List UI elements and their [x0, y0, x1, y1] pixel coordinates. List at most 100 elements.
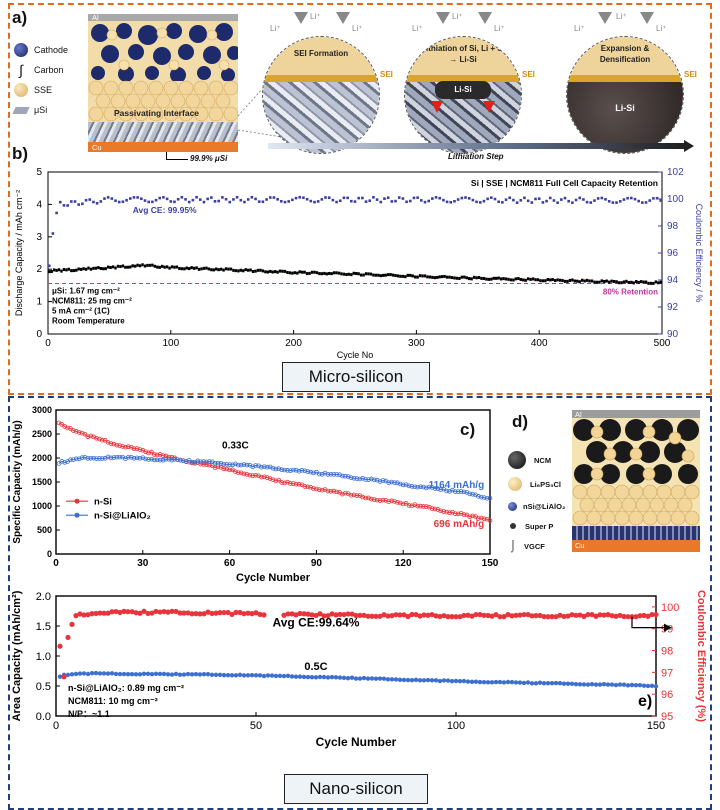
- retention-label: 80% Retention: [603, 287, 658, 296]
- ce-point: [560, 198, 563, 201]
- ce-point: [445, 614, 451, 620]
- ce-point: [117, 200, 121, 204]
- series-point: [212, 465, 218, 471]
- capacity-point: [151, 263, 154, 267]
- ce-point: [81, 202, 84, 206]
- series-point: [302, 484, 308, 489]
- area-capacity-point: [641, 683, 647, 688]
- ce-point: [158, 196, 162, 200]
- ce-point: [88, 198, 92, 201]
- series-point: [143, 456, 148, 462]
- series-point: [438, 508, 444, 514]
- capacity-point: [448, 275, 451, 279]
- ce-point: [198, 198, 202, 201]
- capacity-point: [342, 272, 346, 276]
- area-capacity-point: [417, 678, 423, 683]
- area-capacity-point: [133, 672, 139, 677]
- series-point: [134, 455, 140, 461]
- capacity-point: [111, 265, 115, 269]
- y2-tick-label: 96: [661, 689, 673, 701]
- capacity-point: [116, 264, 120, 268]
- y2-tick-label: 95: [661, 711, 673, 723]
- area-capacity-point: [537, 680, 543, 685]
- capacity-point: [431, 275, 434, 279]
- ce-point: [375, 198, 379, 201]
- ce-point: [453, 614, 459, 620]
- series-point: [85, 456, 91, 461]
- li-plus-label: Li⁺: [616, 12, 627, 21]
- ce-point: [97, 610, 103, 616]
- ce-point: [217, 610, 223, 616]
- series-point: [288, 468, 293, 473]
- series-point: [235, 462, 241, 468]
- capacity-point: [94, 266, 98, 270]
- ce-point: [401, 197, 405, 200]
- ce-point: [287, 200, 290, 203]
- area-capacity-point: [601, 682, 607, 687]
- capacity-point: [522, 278, 525, 282]
- series-point: [377, 479, 383, 484]
- capacity-point: [421, 274, 424, 278]
- capacity-point: [251, 270, 255, 274]
- series-point: [154, 452, 160, 458]
- area-capacity-point: [561, 681, 567, 686]
- area-capacity-point: [597, 682, 603, 687]
- ce-point: [633, 614, 639, 620]
- capacity-point: [585, 278, 589, 282]
- series-point: [371, 497, 377, 502]
- series-point: [175, 457, 180, 462]
- series-point: [316, 487, 322, 492]
- series-point: [105, 440, 111, 445]
- series-point: [302, 468, 308, 474]
- ce-point: [141, 608, 147, 614]
- series-point: [395, 500, 400, 505]
- ce-point: [193, 611, 199, 617]
- cu-label: Cu: [92, 143, 102, 152]
- ce-point: [73, 200, 77, 203]
- capacity-point: [146, 263, 149, 267]
- ce-point: [653, 611, 659, 618]
- ce-point: [525, 611, 531, 618]
- series-point: [479, 515, 484, 521]
- series-point: [99, 456, 105, 461]
- area-capacity-point: [613, 682, 619, 688]
- usi-pointer-line: [166, 152, 167, 160]
- y-tick-label: 4: [36, 199, 42, 210]
- ce-point: [601, 612, 607, 618]
- area-capacity-point: [429, 678, 435, 683]
- area-capacity-point: [313, 675, 319, 680]
- series-point: [429, 506, 435, 511]
- li-arrow-icon: [478, 12, 492, 24]
- ce-point: [105, 610, 111, 616]
- series-point: [169, 454, 175, 460]
- y2-tick-label: 102: [667, 167, 684, 178]
- capacity-point: [308, 271, 311, 275]
- series-point: [131, 455, 137, 461]
- li-arrow-icon: [598, 12, 612, 24]
- series-point: [354, 493, 360, 498]
- ce-point: [390, 200, 394, 203]
- series-point: [424, 485, 429, 491]
- area-capacity-point: [557, 680, 563, 686]
- capacity-point: [254, 269, 257, 273]
- capacity-point: [504, 277, 508, 281]
- series-point: [267, 476, 273, 481]
- ce-point: [485, 612, 491, 619]
- area-capacity-point: [145, 671, 151, 677]
- y-tick-label: 2.0: [36, 591, 51, 603]
- capacity-point: [219, 267, 223, 271]
- series-point: [114, 454, 120, 460]
- series-point: [435, 486, 441, 491]
- capacity-point: [369, 272, 373, 276]
- series-point: [348, 492, 354, 498]
- area-capacity-point: [57, 674, 63, 679]
- capacity-point: [246, 268, 250, 272]
- ce-point: [469, 613, 475, 619]
- capacity-point: [534, 278, 537, 282]
- capacity-point: [92, 266, 95, 270]
- capacity-point: [551, 278, 554, 282]
- series-point: [163, 453, 169, 459]
- area-capacity-point: [633, 683, 639, 688]
- capacity-point: [480, 276, 483, 280]
- y-tick-label: 2: [36, 264, 42, 275]
